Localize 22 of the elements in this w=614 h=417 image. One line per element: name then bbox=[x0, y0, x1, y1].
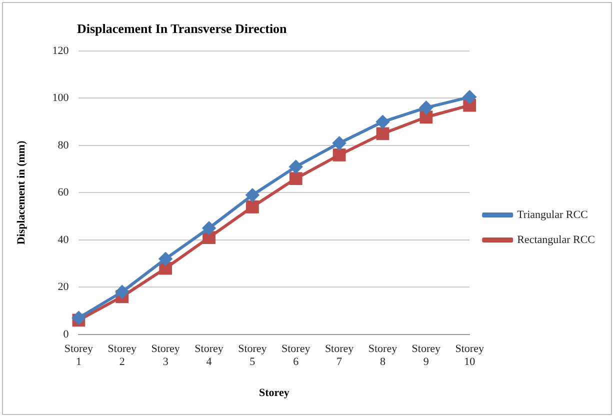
x-tick-label: Storey 9 bbox=[412, 342, 442, 368]
y-tick-label: 120 bbox=[52, 44, 70, 57]
legend-label: Triangular RCC bbox=[517, 208, 588, 221]
x-tick-label: Storey 6 bbox=[282, 342, 311, 368]
x-tick-label: Storey 5 bbox=[238, 342, 268, 368]
x-tick-label: Storey 10 bbox=[455, 342, 484, 368]
y-axis-title: Displacement in (mm) bbox=[15, 140, 28, 245]
y-tick-label: 0 bbox=[63, 328, 70, 340]
x-tick-label: Storey 7 bbox=[324, 342, 354, 368]
x-tick-label: Storey 8 bbox=[368, 342, 398, 368]
chart-title: Displacement In Transverse Direction bbox=[77, 20, 288, 36]
legend-label: Rectangular RCC bbox=[517, 234, 596, 246]
y-tick-label: 40 bbox=[58, 234, 70, 246]
x-tick-label: Storey 1 bbox=[64, 342, 94, 368]
x-tick-label: Storey 3 bbox=[151, 342, 180, 368]
y-tick-label: 20 bbox=[58, 281, 70, 294]
x-tick-label: Storey 4 bbox=[194, 342, 224, 368]
y-tick-label: 60 bbox=[58, 186, 70, 199]
y-tick-label: 80 bbox=[58, 139, 70, 152]
x-tick-label: Storey 2 bbox=[108, 342, 137, 368]
y-tick-label: 100 bbox=[52, 92, 70, 104]
x-axis-title: Storey bbox=[258, 387, 290, 400]
